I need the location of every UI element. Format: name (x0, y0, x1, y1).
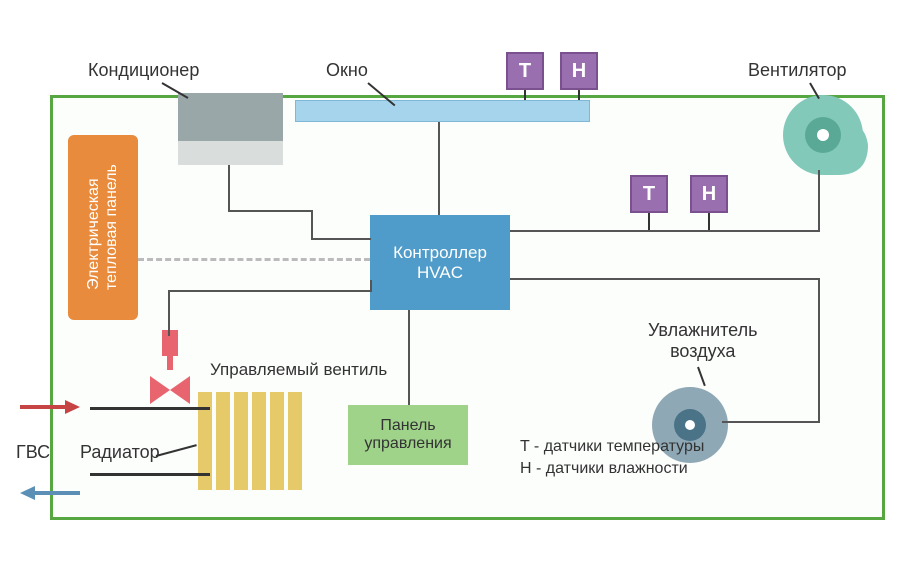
arrow-hot (20, 397, 80, 417)
wire-fan-v (818, 170, 820, 232)
wire-ac-v (228, 165, 230, 212)
sensor-h2-stem (708, 213, 710, 231)
heater-panel-label: Электрическаятепловая панель (68, 135, 138, 320)
sensor-hum-2: Н (690, 175, 728, 213)
fan-icon (768, 80, 878, 190)
sensor-h1-stem (578, 90, 580, 100)
arrow-cold (20, 483, 80, 503)
wire-hum-h2 (722, 421, 820, 423)
wire-cp-v (408, 310, 410, 405)
wire-window-v (438, 122, 440, 215)
wire-sensors-bus (510, 230, 820, 232)
wire-hum-v (818, 278, 820, 423)
wire-valve-v (168, 290, 170, 336)
radiator-label: Радиатор (80, 442, 160, 463)
wire-ac-h (228, 210, 313, 212)
legend-temp: T - датчики температуры (520, 438, 704, 456)
controller-label: КонтроллерHVAC (393, 243, 487, 283)
wire-hum-h (510, 278, 820, 280)
sensor-t1-letter: T (519, 60, 531, 83)
wire-valve-v2 (370, 280, 372, 292)
pipe-hot (90, 407, 210, 410)
wire-heater-controller (138, 258, 370, 261)
sensor-t2-letter: T (643, 183, 655, 206)
window-label: Окно (326, 60, 368, 81)
hvac-controller: КонтроллерHVAC (370, 215, 510, 310)
sensor-temp-1: T (506, 52, 544, 90)
sensor-t1-stem (524, 90, 526, 100)
sensor-h1-letter: Н (572, 60, 586, 83)
humidifier-icon (645, 380, 735, 470)
wire-ac-h2 (311, 238, 371, 240)
legend-hum: Н - датчики влажности (520, 460, 688, 478)
sensor-hum-1: Н (560, 52, 598, 90)
pipe-cold (90, 473, 210, 476)
wire-ac-v2 (311, 210, 313, 240)
ac-label: Кондиционер (88, 60, 199, 81)
diagram-canvas: T Н Электрическаятепловая панель Контрол… (0, 0, 919, 561)
valve-label: Управляемый вентиль (210, 360, 387, 380)
window-block (295, 100, 590, 122)
gvs-label: ГВС (16, 442, 50, 463)
ac-unit (178, 93, 283, 165)
sensor-h2-letter: Н (702, 183, 716, 206)
sensor-t2-stem (648, 213, 650, 231)
heater-panel: Электрическаятепловая панель (68, 135, 138, 320)
humidifier-label: Увлажнительвоздуха (648, 320, 757, 362)
radiator (198, 392, 298, 490)
control-panel-label: Панельуправления (364, 417, 451, 453)
wire-valve-h (168, 290, 372, 292)
control-panel: Панельуправления (348, 405, 468, 465)
fan-label: Вентилятор (748, 60, 847, 81)
sensor-temp-2: T (630, 175, 668, 213)
